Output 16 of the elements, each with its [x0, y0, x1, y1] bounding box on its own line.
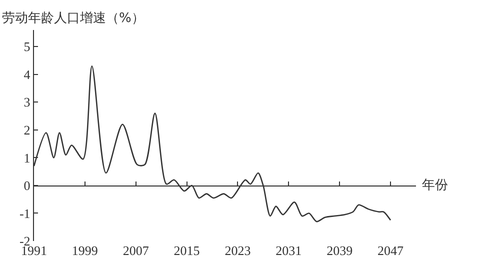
y-tick-label: 2	[24, 122, 30, 138]
y-tick-label: -1	[19, 206, 30, 221]
y-tick-label: 3	[24, 94, 30, 110]
x-tick-label: 2007	[122, 243, 150, 258]
y-tick-label: 4	[24, 66, 31, 82]
x-tick-label: 2039	[326, 243, 353, 258]
x-tick-label: 1999	[72, 243, 98, 258]
y-tick-label: 5	[24, 39, 30, 54]
x-tick-label: 2047	[378, 243, 404, 258]
x-tick-label: 2023	[224, 243, 251, 258]
x-tick-label: 2031	[276, 243, 302, 258]
y-tick-label: 0	[24, 178, 30, 194]
y-axis-title: 劳动年龄人口增速（%）	[2, 11, 144, 26]
x-tick-label: 2015	[174, 243, 200, 258]
x-axis-title: 年份	[422, 178, 448, 193]
y-tick-label: 1	[24, 150, 30, 166]
